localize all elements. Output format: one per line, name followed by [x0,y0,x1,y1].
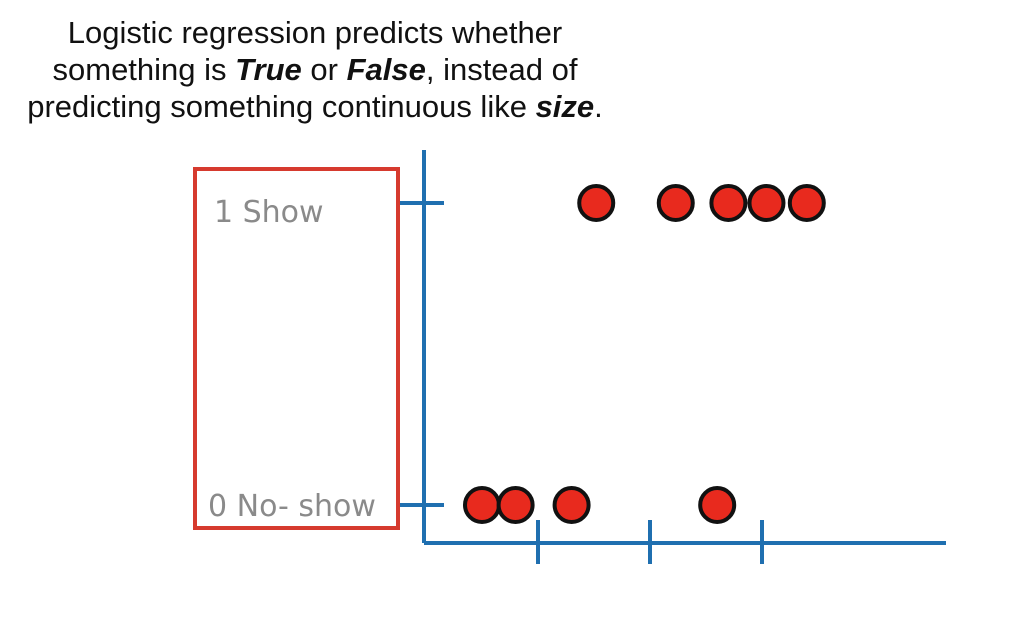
caption-text: or [301,52,347,87]
label-show: 1 Show [214,195,324,230]
data-point [698,486,737,524]
category-label-box [193,167,400,530]
data-point [463,486,501,524]
data-point [656,184,695,222]
caption-text: , instead of [425,52,578,87]
x-ticks [536,520,764,564]
caption-text: . [594,89,603,124]
caption-line-3: predicting something continuous like siz… [0,88,630,125]
data-point [787,184,826,222]
label-no-show: 0 No- show [208,489,376,524]
caption-size: size [535,89,595,124]
caption-line-2: something is True or False, instead of [0,51,630,88]
data-points [463,184,826,524]
caption: Logistic regression predicts whether som… [0,14,630,125]
data-point [552,486,591,524]
data-point [577,184,616,222]
caption-text: something is [52,52,236,87]
data-point [496,486,535,524]
caption-true: True [235,52,302,87]
caption-false: False [346,52,426,87]
data-point [747,184,786,222]
caption-text: predicting something continuous like [27,89,536,124]
data-point [709,184,748,222]
caption-line-1: Logistic regression predicts whether [67,15,563,50]
